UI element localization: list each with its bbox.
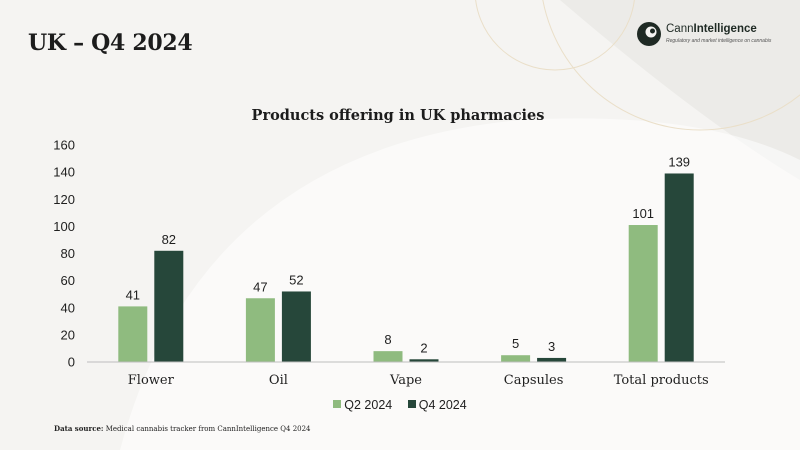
x-tick-label: Oil <box>269 373 288 388</box>
x-tick-label: Vape <box>389 373 422 388</box>
legend-item-q2: Q2 2024 <box>333 398 392 412</box>
bar <box>409 359 439 362</box>
y-tick-label: 20 <box>61 327 75 342</box>
chart-title: Products offering in UK pharmacies <box>252 107 545 124</box>
bar <box>664 173 694 362</box>
bar <box>281 291 311 362</box>
y-tick-label: 0 <box>68 355 75 370</box>
legend-swatch-q2 <box>333 400 342 408</box>
data-label: 52 <box>289 272 303 287</box>
legend-label-q4: Q4 2024 <box>418 398 467 412</box>
bar <box>154 250 184 362</box>
data-label: 2 <box>420 340 427 355</box>
data-label: 8 <box>384 332 391 347</box>
bars <box>118 173 694 362</box>
logo-mark-icon <box>637 22 661 46</box>
data-label: 5 <box>512 336 519 351</box>
bar <box>373 351 403 362</box>
legend-swatch-q4 <box>407 400 416 408</box>
y-tick-label: 160 <box>53 138 75 153</box>
data-label: 47 <box>253 279 267 294</box>
y-tick-label: 80 <box>61 246 75 261</box>
legend-item-q4: Q4 2024 <box>407 398 467 412</box>
data-label: 82 <box>162 232 176 247</box>
bar <box>628 225 658 362</box>
x-tick-label: Total products <box>614 373 709 388</box>
bar <box>245 298 275 362</box>
legend: Q2 2024 Q4 2024 <box>0 398 800 412</box>
bar <box>537 357 567 362</box>
data-label: 3 <box>548 339 555 354</box>
bar <box>118 306 148 362</box>
y-axis: 0 20 40 60 80 100 120 140 160 <box>53 138 75 370</box>
logo-wordmark: CannIntelligence <box>666 23 757 35</box>
x-axis: Flower Oil Vape Capsules Total products <box>128 373 709 388</box>
x-tick-label: Flower <box>128 373 175 388</box>
data-source-note: Data source: Medical cannabis tracker fr… <box>54 424 311 433</box>
y-tick-label: 100 <box>53 219 75 234</box>
bar <box>501 355 531 362</box>
slide-title: UK – Q4 2024 <box>28 30 193 56</box>
cannintelligence-logo: CannIntelligence Regulatory and market i… <box>636 21 796 51</box>
data-label: 101 <box>632 206 654 221</box>
legend-label-q2: Q2 2024 <box>344 398 393 412</box>
logo-tagline: Regulatory and market intelligence on ca… <box>666 38 772 44</box>
y-tick-label: 40 <box>61 300 75 315</box>
data-label: 139 <box>668 154 690 169</box>
y-tick-label: 140 <box>53 165 75 180</box>
y-tick-label: 120 <box>53 192 75 207</box>
data-label: 41 <box>126 287 140 302</box>
x-tick-label: Capsules <box>504 373 564 388</box>
y-tick-label: 60 <box>61 273 75 288</box>
